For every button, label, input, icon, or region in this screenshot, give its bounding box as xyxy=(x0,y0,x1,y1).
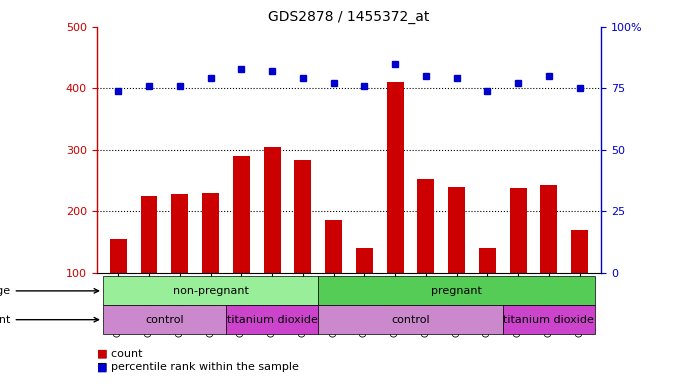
Bar xyxy=(202,193,219,273)
Bar xyxy=(171,194,188,273)
Bar xyxy=(417,179,435,273)
Bar xyxy=(110,239,126,273)
Bar xyxy=(503,305,595,334)
Bar xyxy=(140,196,158,273)
Bar xyxy=(233,156,249,273)
Text: ■: ■ xyxy=(97,362,107,372)
Bar xyxy=(103,305,226,334)
Text: development stage: development stage xyxy=(0,286,99,296)
Text: pregnant: pregnant xyxy=(431,286,482,296)
Bar xyxy=(387,82,404,273)
Text: control: control xyxy=(145,314,184,325)
Bar xyxy=(479,248,496,273)
Bar xyxy=(325,220,342,273)
Text: agent: agent xyxy=(0,314,99,325)
Bar xyxy=(356,248,372,273)
Text: ■ count: ■ count xyxy=(97,349,142,359)
Text: non-pregnant: non-pregnant xyxy=(173,286,249,296)
Bar xyxy=(103,276,318,305)
Bar xyxy=(263,147,281,273)
Text: ■: ■ xyxy=(97,349,107,359)
Bar xyxy=(318,305,503,334)
Bar xyxy=(226,305,318,334)
Title: GDS2878 / 1455372_at: GDS2878 / 1455372_at xyxy=(268,10,430,25)
Bar xyxy=(294,160,311,273)
Text: titanium dioxide: titanium dioxide xyxy=(504,314,594,325)
Text: control: control xyxy=(391,314,430,325)
Text: titanium dioxide: titanium dioxide xyxy=(227,314,317,325)
Bar xyxy=(510,188,527,273)
Bar xyxy=(540,185,558,273)
Bar xyxy=(571,230,588,273)
Text: ■ percentile rank within the sample: ■ percentile rank within the sample xyxy=(97,362,299,372)
Bar xyxy=(448,187,465,273)
Bar xyxy=(318,276,595,305)
